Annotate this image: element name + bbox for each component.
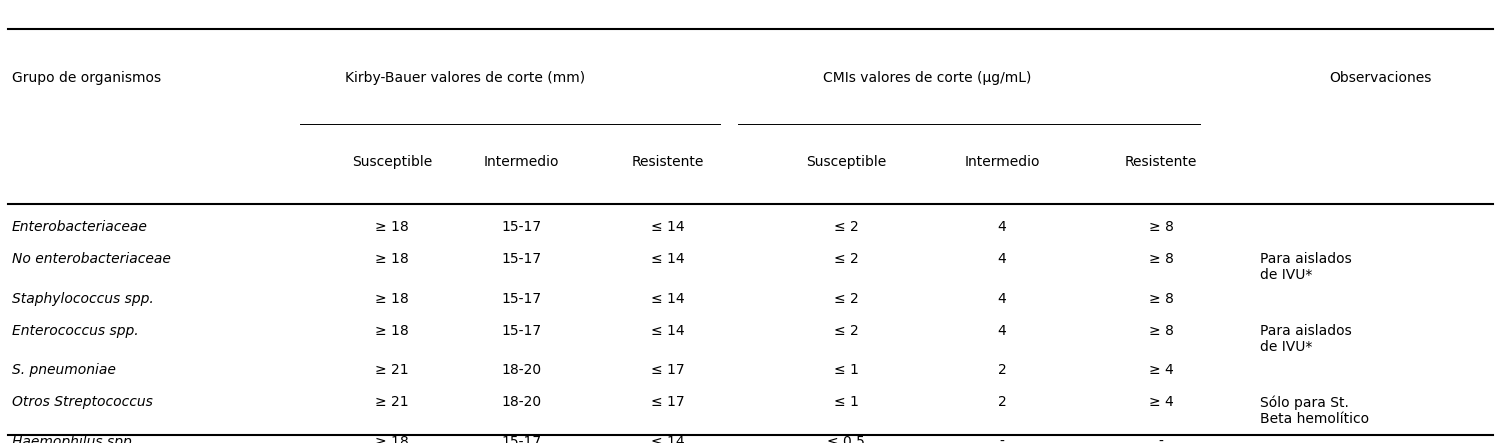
Text: -: - [999,435,1005,443]
Text: ≥ 4: ≥ 4 [1149,363,1173,377]
Text: ≥ 21: ≥ 21 [375,363,410,377]
Text: 15-17: 15-17 [501,324,542,338]
Text: -: - [1158,435,1164,443]
Text: 15-17: 15-17 [501,220,542,234]
Text: 4: 4 [998,252,1006,266]
Text: ≥ 4: ≥ 4 [1149,395,1173,409]
Text: ≤ 1: ≤ 1 [834,363,858,377]
Text: 15-17: 15-17 [501,252,542,266]
Text: 2: 2 [998,363,1006,377]
Text: ≤ 14: ≤ 14 [651,324,684,338]
Text: ≤ 17: ≤ 17 [651,363,684,377]
Text: 18-20: 18-20 [501,363,542,377]
Text: Observaciones: Observaciones [1329,71,1431,85]
Text: ≥ 21: ≥ 21 [375,395,410,409]
Text: 4: 4 [998,220,1006,234]
Text: Susceptible: Susceptible [806,155,886,169]
Text: 15-17: 15-17 [501,292,542,306]
Text: 4: 4 [998,292,1006,306]
Text: ≤ 14: ≤ 14 [651,435,684,443]
Text: ≤ 1: ≤ 1 [834,395,858,409]
Text: 2: 2 [998,395,1006,409]
Text: Enterococcus spp.: Enterococcus spp. [12,324,138,338]
Text: Para aislados
de IVU*: Para aislados de IVU* [1260,252,1352,283]
Text: Enterobacteriaceae: Enterobacteriaceae [12,220,148,234]
Text: ≤ 14: ≤ 14 [651,252,684,266]
Text: ≥ 18: ≥ 18 [375,292,410,306]
Text: ≤ 14: ≤ 14 [651,292,684,306]
Text: Otros Streptococcus: Otros Streptococcus [12,395,153,409]
Text: No enterobacteriaceae: No enterobacteriaceae [12,252,171,266]
Text: ≥ 8: ≥ 8 [1149,220,1173,234]
Text: Resistente: Resistente [1125,155,1197,169]
Text: Intermedio: Intermedio [483,155,560,169]
Text: ≤ 2: ≤ 2 [834,252,858,266]
Text: ≤ 17: ≤ 17 [651,395,684,409]
Text: Kirby-Bauer valores de corte (mm): Kirby-Bauer valores de corte (mm) [345,71,585,85]
Text: ≥ 18: ≥ 18 [375,435,410,443]
Text: ≥ 8: ≥ 8 [1149,324,1173,338]
Text: CMIs valores de corte (μg/mL): CMIs valores de corte (μg/mL) [824,71,1031,85]
Text: Staphylococcus spp.: Staphylococcus spp. [12,292,153,306]
Text: ≥ 8: ≥ 8 [1149,292,1173,306]
Text: S. pneumoniae: S. pneumoniae [12,363,116,377]
Text: ≤ 2: ≤ 2 [834,324,858,338]
Text: Grupo de organismos: Grupo de organismos [12,71,160,85]
Text: Haemophilus spp.: Haemophilus spp. [12,435,136,443]
Text: ≥ 8: ≥ 8 [1149,252,1173,266]
Text: 15-17: 15-17 [501,435,542,443]
Text: ≥ 18: ≥ 18 [375,220,410,234]
Text: ≥ 18: ≥ 18 [375,324,410,338]
Text: 4: 4 [998,324,1006,338]
Text: Susceptible: Susceptible [352,155,432,169]
Text: ≤ 14: ≤ 14 [651,220,684,234]
Text: Intermedio: Intermedio [964,155,1040,169]
Text: ≤ 2: ≤ 2 [834,292,858,306]
Text: Resistente: Resistente [632,155,704,169]
Text: ≤ 0.5: ≤ 0.5 [827,435,866,443]
Text: Sólo para St.
Beta hemolítico: Sólo para St. Beta hemolítico [1260,395,1370,426]
Text: Para aislados
de IVU*: Para aislados de IVU* [1260,324,1352,354]
Text: 18-20: 18-20 [501,395,542,409]
Text: ≤ 2: ≤ 2 [834,220,858,234]
Text: ≥ 18: ≥ 18 [375,252,410,266]
